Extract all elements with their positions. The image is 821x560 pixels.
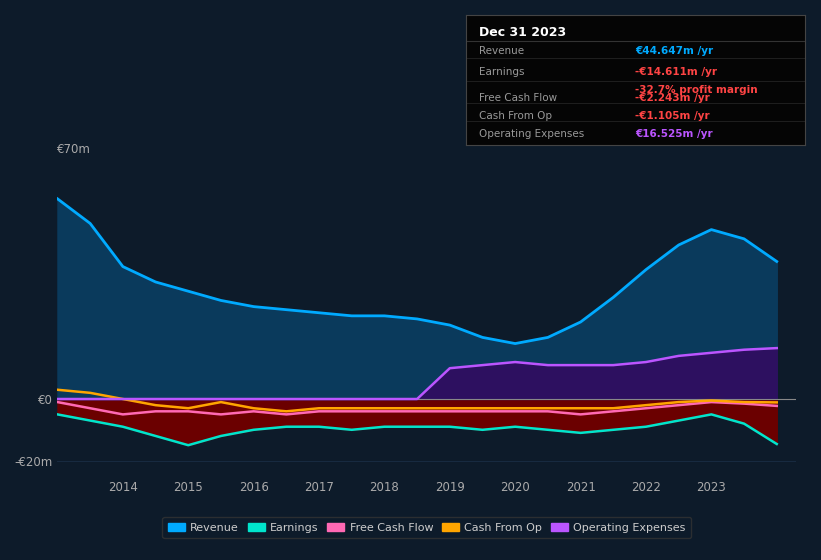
Text: Operating Expenses: Operating Expenses bbox=[479, 129, 585, 139]
Text: €44.647m /yr: €44.647m /yr bbox=[635, 46, 713, 57]
Text: -€14.611m /yr: -€14.611m /yr bbox=[635, 67, 717, 77]
Text: €16.525m /yr: €16.525m /yr bbox=[635, 129, 713, 139]
Text: -32.7% profit margin: -32.7% profit margin bbox=[635, 85, 758, 95]
Legend: Revenue, Earnings, Free Cash Flow, Cash From Op, Operating Expenses: Revenue, Earnings, Free Cash Flow, Cash … bbox=[163, 517, 691, 538]
Text: Free Cash Flow: Free Cash Flow bbox=[479, 93, 557, 103]
Text: Revenue: Revenue bbox=[479, 46, 524, 57]
Text: €70m: €70m bbox=[57, 143, 91, 156]
Text: -€1.105m /yr: -€1.105m /yr bbox=[635, 111, 709, 122]
Text: -€2.243m /yr: -€2.243m /yr bbox=[635, 93, 710, 103]
Text: Cash From Op: Cash From Op bbox=[479, 111, 552, 122]
Text: Earnings: Earnings bbox=[479, 67, 525, 77]
Text: Dec 31 2023: Dec 31 2023 bbox=[479, 26, 566, 39]
